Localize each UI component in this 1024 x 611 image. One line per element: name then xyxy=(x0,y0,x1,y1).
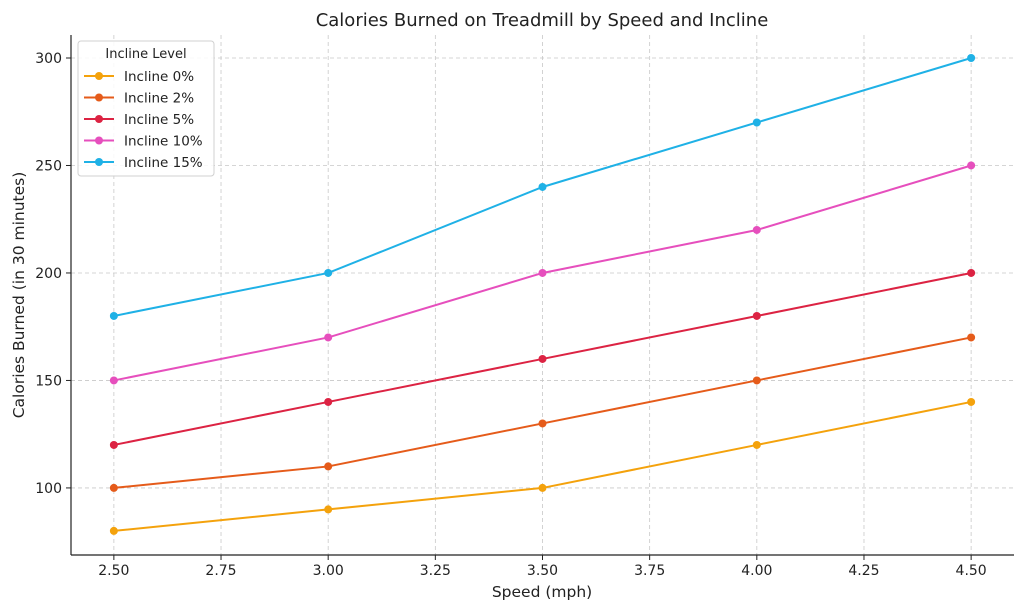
series-group xyxy=(109,54,976,535)
data-point xyxy=(752,440,761,449)
x-tick-label: 4.50 xyxy=(956,563,987,579)
data-point xyxy=(538,354,547,363)
legend-label: Incline 10% xyxy=(124,134,203,150)
x-tick-label: 2.50 xyxy=(98,563,129,579)
legend-label: Incline 5% xyxy=(124,112,194,128)
legend: Incline Level Incline 0% Incline 2% Incline… xyxy=(77,40,215,177)
data-point xyxy=(967,268,976,277)
x-axis-label: Speed (mph) xyxy=(492,583,592,601)
y-tick-label: 250 xyxy=(35,158,62,174)
data-point xyxy=(324,397,333,406)
y-tick-label: 300 xyxy=(35,51,62,67)
data-point xyxy=(538,182,547,191)
y-axis-label: Calories Burned (in 30 minutes) xyxy=(10,172,28,419)
data-point xyxy=(324,268,333,277)
legend-box xyxy=(77,40,215,177)
data-point xyxy=(324,505,333,514)
data-point xyxy=(538,419,547,428)
data-point xyxy=(538,483,547,492)
data-point xyxy=(109,526,118,535)
data-point xyxy=(109,376,118,385)
legend-label: Incline 15% xyxy=(124,155,203,171)
data-point xyxy=(109,311,118,320)
x-tick-label: 3.75 xyxy=(634,563,665,579)
legend-marker xyxy=(95,136,103,145)
data-point xyxy=(538,268,547,277)
chart-title: Calories Burned on Treadmill by Speed an… xyxy=(316,10,769,31)
data-point xyxy=(752,311,761,320)
legend-label: Incline 2% xyxy=(124,91,194,107)
axes: 2.50 2.75 3.00 3.25 3.50 3.75 4.00 4.25 4.50 100 1… xyxy=(35,35,1014,579)
data-point xyxy=(752,118,761,127)
y-tick-label: 100 xyxy=(35,481,62,497)
legend-marker xyxy=(95,72,103,80)
x-tick-label: 3.25 xyxy=(420,563,451,579)
data-point xyxy=(967,54,976,63)
data-point xyxy=(967,397,976,406)
legend-marker xyxy=(95,115,103,123)
y-tick-label: 150 xyxy=(35,373,62,389)
y-tick-label: 200 xyxy=(35,266,62,282)
legend-marker xyxy=(95,158,103,166)
x-tick-label: 4.25 xyxy=(848,563,879,579)
legend-label: Incline 0% xyxy=(124,69,194,85)
x-tick-label: 4.00 xyxy=(741,563,772,579)
data-point xyxy=(324,333,333,342)
data-point xyxy=(752,376,761,385)
data-point xyxy=(967,333,976,342)
data-point xyxy=(109,483,118,492)
data-point xyxy=(752,225,761,234)
legend-title: Incline Level xyxy=(105,47,186,62)
data-point xyxy=(109,440,118,449)
x-tick-label: 3.50 xyxy=(527,563,558,579)
data-point xyxy=(967,161,976,170)
x-tick-label: 3.00 xyxy=(313,563,344,579)
x-tick-label: 2.75 xyxy=(205,563,236,579)
data-point xyxy=(324,462,333,471)
legend-marker xyxy=(95,93,103,102)
